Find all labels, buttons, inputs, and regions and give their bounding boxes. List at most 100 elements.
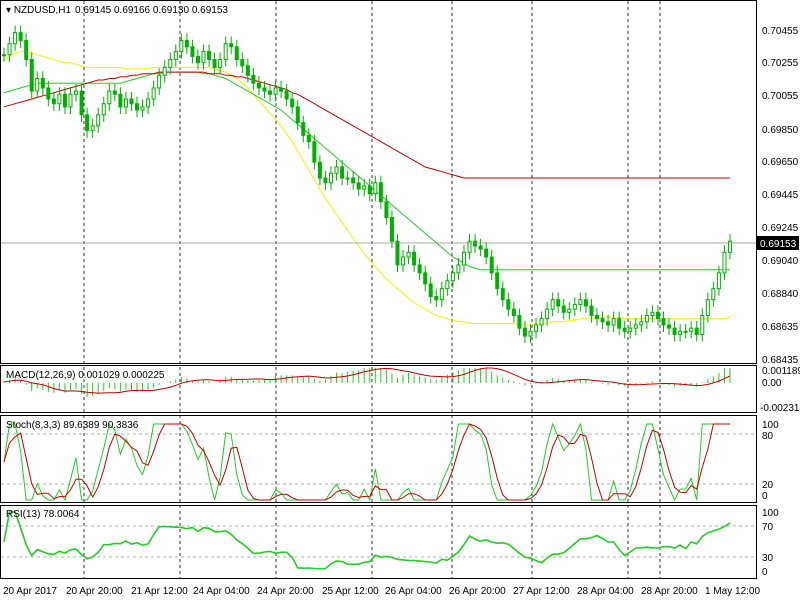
time-label: 28 Apr 04:00 xyxy=(577,586,634,597)
macd-axis: 0.001189 0.00 -0.002318 xyxy=(760,366,800,414)
candle-body xyxy=(79,90,84,116)
candle-body xyxy=(85,114,90,132)
candle-body xyxy=(439,288,444,301)
candle-body xyxy=(378,182,383,203)
candle-body xyxy=(96,114,101,127)
candle-body xyxy=(135,103,140,111)
time-label: 20 Apr 2017 xyxy=(3,586,57,597)
candle-body xyxy=(583,299,588,307)
candle-body xyxy=(245,65,250,76)
candle-body xyxy=(373,182,378,195)
candle-body xyxy=(190,46,195,57)
ma-red-line xyxy=(3,71,730,179)
rsi-tick: 0 xyxy=(762,567,768,578)
candle-body xyxy=(40,77,45,89)
candle-body xyxy=(29,59,34,92)
candle-body xyxy=(57,93,62,105)
rsi-line xyxy=(3,511,731,570)
candle-body xyxy=(301,122,306,136)
rsi-layer xyxy=(1,511,756,570)
stoch-panel-frame xyxy=(0,415,757,503)
candle-body xyxy=(123,98,128,108)
candle-body xyxy=(633,324,638,329)
candle-body xyxy=(705,299,710,316)
candle-body xyxy=(284,90,289,100)
candle-body xyxy=(567,308,572,313)
candle-body xyxy=(694,327,699,335)
price-tick: 0.69650 xyxy=(762,157,799,168)
time-label: 27 Apr 12:00 xyxy=(513,586,570,597)
candle-body xyxy=(129,98,134,105)
candle-body xyxy=(500,288,505,301)
macd-tick: 0.00 xyxy=(762,378,782,389)
header-symbol: NZDUSD,H1 xyxy=(14,5,72,16)
candle-body xyxy=(356,182,361,190)
stoch-axis: 100 80 20 0 xyxy=(762,420,779,502)
candle-body xyxy=(478,245,483,250)
candle-body xyxy=(578,299,583,305)
candle-body xyxy=(334,166,339,174)
candle-body xyxy=(561,305,566,313)
candle-body xyxy=(722,251,727,274)
candle-body xyxy=(107,90,112,105)
candle-body xyxy=(550,299,555,310)
time-label: 20 Apr 20:00 xyxy=(66,586,123,597)
candle-body xyxy=(234,46,239,61)
candle-body xyxy=(290,98,295,108)
candle-body xyxy=(279,87,284,92)
candle-body xyxy=(351,177,356,184)
candle-body xyxy=(240,59,245,67)
candle-body xyxy=(434,296,439,301)
time-label: 26 Apr 04:00 xyxy=(385,586,442,597)
time-label: 26 Apr 20:00 xyxy=(449,586,506,597)
candle-body xyxy=(728,240,732,253)
candle-body xyxy=(522,327,527,337)
macd-panel-frame xyxy=(0,365,757,413)
candle-body xyxy=(484,248,489,258)
price-tick: 0.70255 xyxy=(762,58,799,69)
ma-green-line xyxy=(3,71,730,271)
price-layer xyxy=(2,25,732,344)
candle-body xyxy=(195,55,200,64)
candle-body xyxy=(401,256,406,266)
candle-body xyxy=(317,161,322,179)
current-price-label: 0.69153 xyxy=(760,239,797,250)
candle-body xyxy=(689,327,694,332)
candle-body xyxy=(2,54,6,57)
candle-body xyxy=(489,256,494,274)
candle-body xyxy=(251,74,256,84)
candle-body xyxy=(295,106,300,124)
candle-body xyxy=(716,272,721,290)
candle-body xyxy=(389,217,394,242)
candle-body xyxy=(412,251,417,266)
candle-body xyxy=(417,264,422,274)
candle-body xyxy=(223,43,228,61)
candle-body xyxy=(157,74,162,89)
candle-body xyxy=(594,314,599,320)
candle-body xyxy=(506,299,511,310)
candle-body xyxy=(539,318,544,326)
candle-body xyxy=(173,51,178,61)
candle-body xyxy=(218,59,223,68)
candle-body xyxy=(639,321,644,326)
candle-body xyxy=(146,98,151,108)
candle-body xyxy=(68,93,73,108)
price-tick: 0.68435 xyxy=(762,355,799,366)
candle-body xyxy=(683,330,688,333)
candle-body xyxy=(445,280,450,290)
candle-body xyxy=(556,299,561,307)
candle-body xyxy=(184,40,189,48)
symbol-header: ▾ NZDUSD,H1 0.69145 0.69166 0.69130 0.691… xyxy=(6,5,228,16)
time-label: 24 Apr 04:00 xyxy=(193,586,250,597)
time-label: 25 Apr 12:00 xyxy=(322,586,379,597)
stoch-layer xyxy=(1,422,756,502)
stoch-header: Stoch(8,3,3) 89.6389 90.3836 xyxy=(6,420,139,431)
candle-body xyxy=(112,90,117,95)
candle-body xyxy=(51,98,56,105)
candle-body xyxy=(517,314,522,329)
candle-body xyxy=(262,87,267,92)
candle-body xyxy=(545,308,550,320)
rsi-panel-frame xyxy=(0,505,757,579)
candle-body xyxy=(24,40,29,61)
